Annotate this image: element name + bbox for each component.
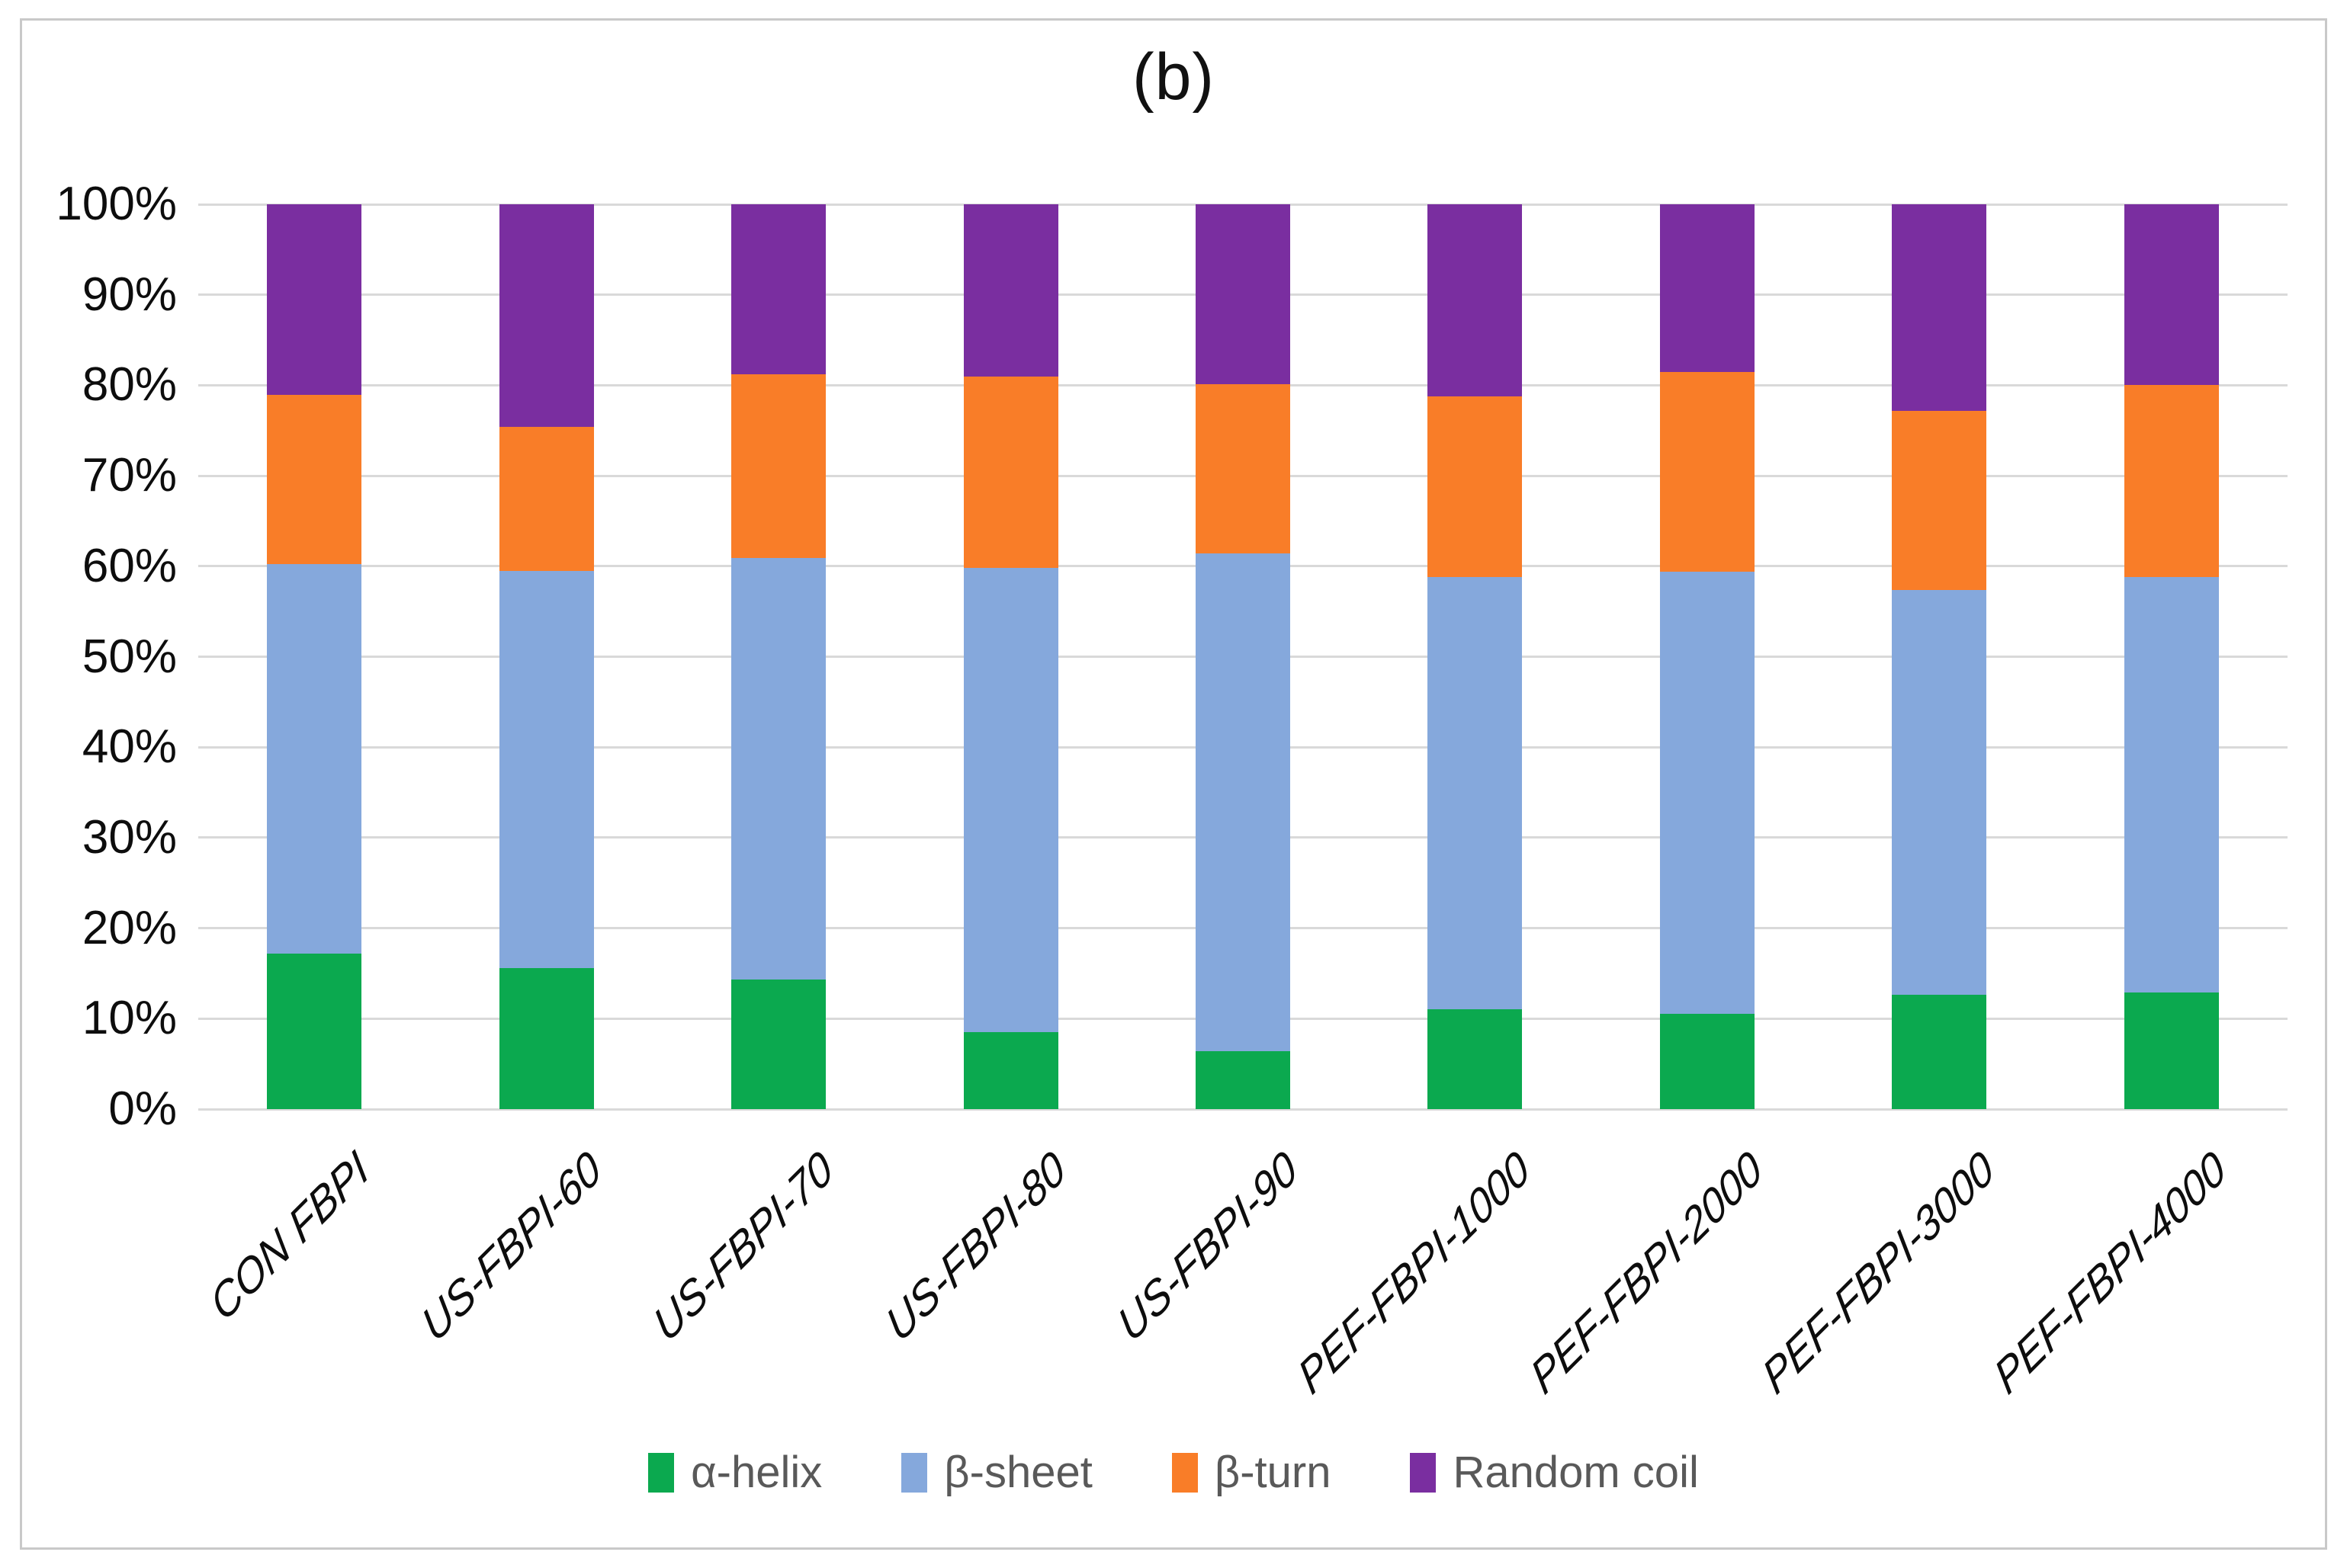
segment-β-sheet — [963, 568, 1058, 1033]
segment-β-sheet — [731, 558, 827, 980]
segment-β-turn — [1427, 396, 1523, 578]
segment-β-sheet — [1892, 589, 1987, 996]
segment-Random coil — [1196, 204, 1290, 385]
legend-label-α-helix: α-helix — [691, 1448, 823, 1497]
segment-β-sheet — [2124, 577, 2219, 992]
segment-Random coil — [267, 204, 362, 396]
segment-β-sheet — [1659, 571, 1755, 1015]
segment-Random coil — [1427, 204, 1523, 396]
y-tick-label: 80% — [82, 358, 177, 412]
segment-β-turn — [1892, 410, 1987, 590]
legend: α-helix β-sheet β-turn Random coil — [0, 1447, 2347, 1498]
x-label-PEF-FBPI-1000: PEF-FBPI-1000 — [1290, 1140, 1538, 1406]
legend-item-Random coil: Random coil — [1410, 1447, 1699, 1498]
segment-α-helix — [267, 953, 362, 1109]
legend-marker-β-sheet — [901, 1452, 928, 1493]
y-tick-label: 60% — [82, 539, 177, 592]
segment-β-turn — [2124, 385, 2219, 578]
segment-α-helix — [1427, 1009, 1523, 1109]
y-tick-label: 40% — [82, 720, 177, 774]
y-tick-label: 50% — [82, 630, 177, 683]
gridline-0% — [198, 1108, 2288, 1111]
legend-label-β-sheet: β-sheet — [944, 1448, 1093, 1497]
legend-label-Random coil: Random coil — [1453, 1448, 1699, 1497]
y-tick-label: 0% — [108, 1082, 177, 1135]
chart-title: (b) — [1132, 40, 1215, 114]
legend-label-β-turn: β-turn — [1214, 1448, 1331, 1497]
segment-Random coil — [2124, 204, 2219, 386]
legend-marker-α-helix — [648, 1452, 675, 1493]
segment-β-turn — [267, 395, 362, 565]
segment-α-helix — [1196, 1051, 1290, 1109]
x-label-PEF-FBPI-3000: PEF-FBPI-3000 — [1755, 1140, 2002, 1406]
segment-Random coil — [731, 204, 827, 375]
segment-β-sheet — [499, 570, 594, 968]
segment-α-helix — [1892, 995, 1987, 1109]
segment-Random coil — [499, 204, 594, 427]
x-label-US-FBPI-60: US-FBPI-60 — [414, 1140, 609, 1353]
segment-Random coil — [963, 204, 1058, 377]
segment-α-helix — [963, 1032, 1058, 1109]
segment-β-sheet — [1196, 553, 1290, 1052]
segment-α-helix — [1659, 1014, 1755, 1109]
x-label-PEF-FBPI-4000: PEF-FBPI-4000 — [1986, 1140, 2234, 1406]
segment-β-sheet — [1427, 577, 1523, 1010]
y-tick-label: 70% — [82, 449, 177, 502]
x-label-PEF-FBPI-2000: PEF-FBPI-2000 — [1522, 1140, 1770, 1406]
legend-item-β-turn: β-turn — [1171, 1447, 1331, 1498]
segment-Random coil — [1892, 204, 1987, 411]
y-tick-label: 20% — [82, 901, 177, 954]
legend-marker-β-turn — [1171, 1452, 1198, 1493]
y-tick-label: 30% — [82, 810, 177, 864]
segment-β-turn — [731, 374, 827, 559]
segment-β-turn — [963, 376, 1058, 569]
segment-β-turn — [499, 427, 594, 571]
x-label-US-FBPI-70: US-FBPI-70 — [646, 1140, 842, 1353]
y-tick-label: 90% — [82, 268, 177, 321]
legend-item-β-sheet: β-sheet — [901, 1447, 1093, 1498]
segment-Random coil — [1659, 204, 1755, 372]
y-tick-label: 10% — [82, 992, 177, 1045]
x-label-CON FBPI: CON FBPI — [203, 1140, 377, 1332]
x-label-US-FBPI-90: US-FBPI-90 — [1110, 1140, 1305, 1353]
legend-marker-Random coil — [1410, 1452, 1437, 1493]
y-tick-label: 100% — [56, 178, 177, 230]
segment-β-turn — [1659, 371, 1755, 572]
legend-item-α-helix: α-helix — [648, 1447, 822, 1498]
segment-β-turn — [1196, 384, 1290, 554]
segment-α-helix — [731, 980, 827, 1109]
x-label-US-FBPI-80: US-FBPI-80 — [878, 1140, 1074, 1353]
segment-β-sheet — [267, 564, 362, 954]
segment-α-helix — [2124, 992, 2219, 1109]
segment-α-helix — [499, 967, 594, 1109]
